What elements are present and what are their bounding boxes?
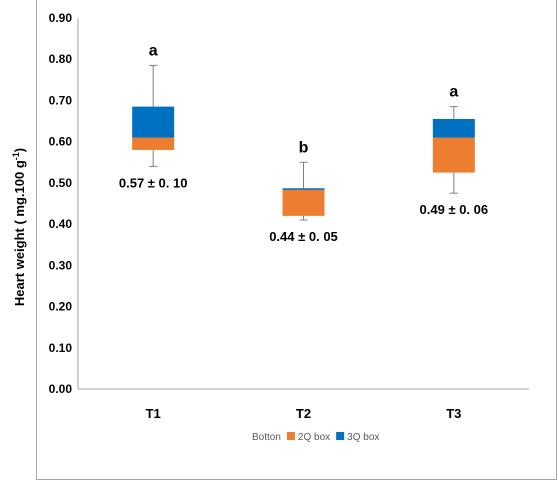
legend-label-0: Botton (252, 432, 281, 443)
chart-frame (36, 0, 557, 480)
y-tick-label: 0.10 (49, 341, 73, 355)
legend-label-1: 2Q box (298, 432, 330, 443)
y-axis-title-close: ) (12, 148, 27, 152)
legend-label-2: 3Q box (347, 432, 379, 443)
box-3q (282, 188, 325, 190)
box-2q (282, 189, 325, 216)
y-axis-title-text: Heart weight ( mg.100 g (12, 160, 27, 306)
box-2q (432, 137, 475, 173)
y-axis-title: Heart weight ( mg.100 g-1) (11, 148, 27, 306)
y-tick-label: 0.60 (49, 135, 73, 149)
x-tick-label: T2 (296, 406, 311, 421)
y-tick-label: 0.40 (49, 217, 73, 231)
y-tick-label: 0.80 (49, 52, 73, 66)
legend-swatch-2 (336, 432, 345, 440)
box-3q (432, 118, 475, 138)
mean-sd-label: 0.44 ± 0. 05 (269, 229, 338, 244)
y-tick-label: 0.90 (49, 11, 73, 25)
y-tick-label: 0.30 (49, 258, 73, 272)
mean-sd-label: 0.49 ± 0. 06 (420, 202, 489, 217)
box-3q (132, 106, 175, 138)
significance-letter: b (299, 139, 309, 156)
y-tick-label: 0.00 (49, 382, 73, 396)
box-group-t2: b 0.44 ± 0. 05 (269, 139, 338, 244)
y-tick-label: 0.50 (49, 176, 73, 190)
svg-text:Heart weight ( mg.100 g-1): Heart weight ( mg.100 g-1) (11, 148, 27, 306)
x-tick-label: T3 (446, 406, 461, 421)
box-group-t3: a 0.49 ± 0. 06 (420, 84, 489, 218)
significance-letter: a (149, 42, 158, 59)
mean-sd-label: 0.57 ± 0. 10 (119, 175, 188, 190)
box-group-t1: a 0.57 ± 0. 10 (119, 42, 188, 190)
legend-swatch-1 (286, 432, 295, 440)
y-tick-label: 0.20 (49, 300, 73, 314)
y-axis-title-superscript: -1 (11, 152, 21, 160)
x-tick-label: T1 (146, 406, 161, 421)
box-2q (132, 137, 175, 150)
significance-letter: a (449, 84, 458, 101)
y-tick-label: 0.70 (49, 93, 73, 107)
